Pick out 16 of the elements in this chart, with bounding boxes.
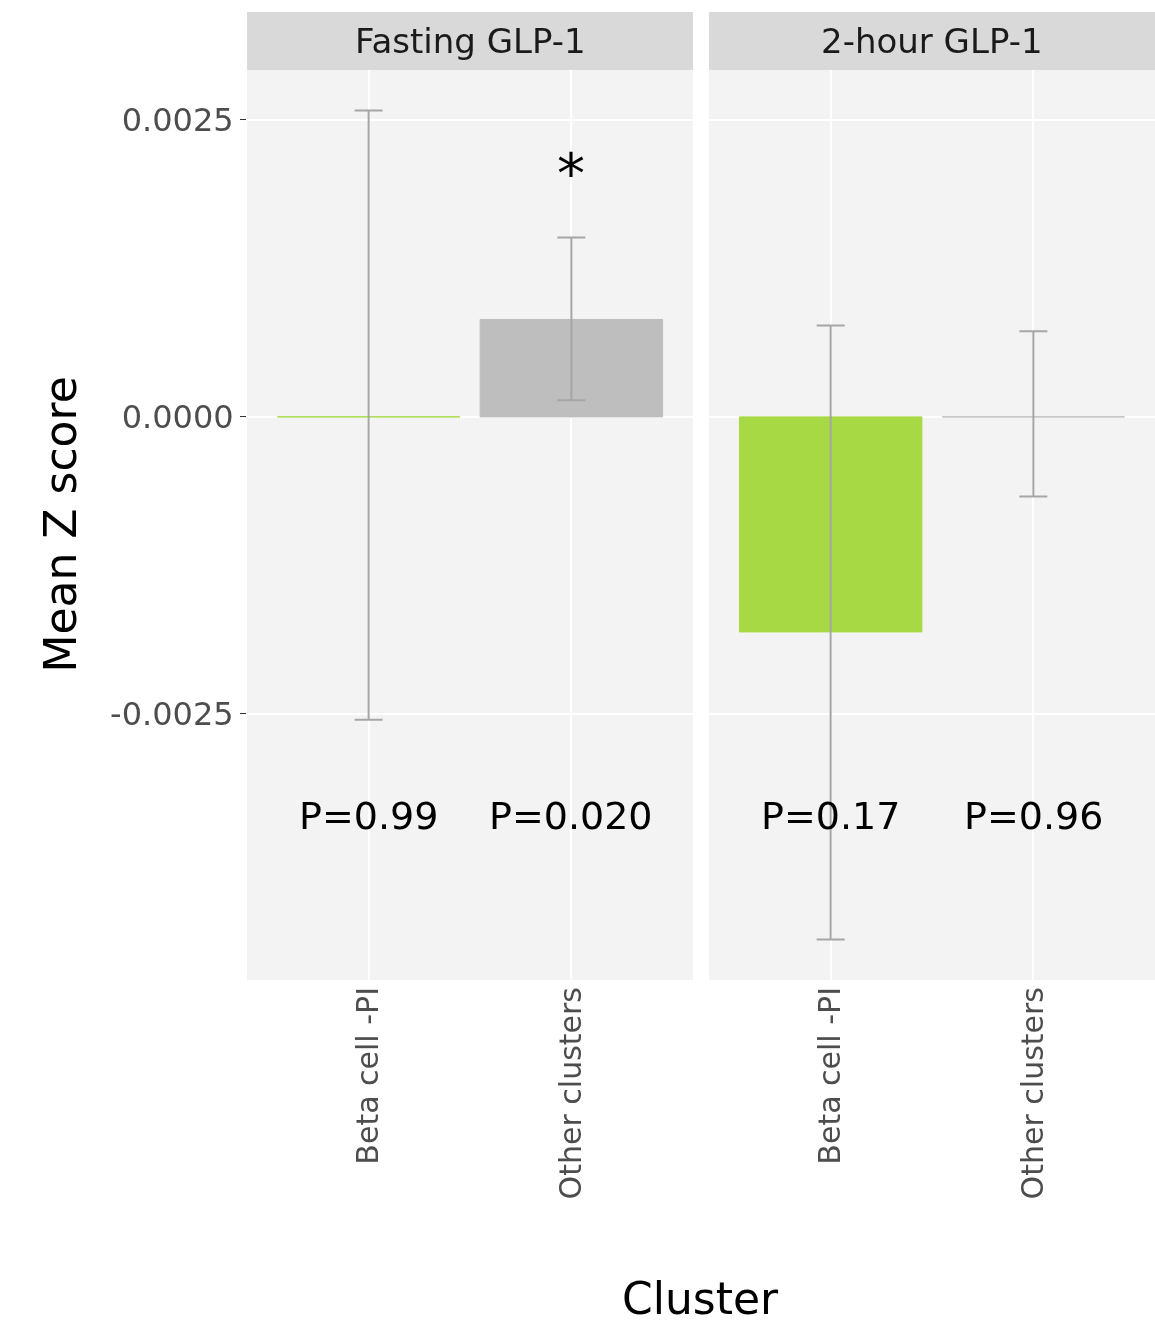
chart-title: Fasting GLP-1 bbox=[355, 21, 586, 61]
annotation: P=0.17 bbox=[761, 794, 901, 838]
y-tick-label: 0.0025 bbox=[121, 101, 234, 140]
annotation: * bbox=[557, 141, 585, 206]
x-tick-label: Beta cell -PI bbox=[350, 987, 386, 1165]
y-tick-label: -0.0025 bbox=[110, 695, 234, 734]
x-tick-label: Other clusters bbox=[1015, 987, 1051, 1200]
annotation: P=0.96 bbox=[964, 794, 1104, 838]
y-axis-title: Mean Z score bbox=[34, 376, 86, 673]
annotation: P=0.020 bbox=[489, 794, 653, 838]
x-tick-label: Beta cell -PI bbox=[812, 987, 848, 1165]
chart-title: 2-hour GLP-1 bbox=[821, 21, 1043, 61]
x-axis-title: Cluster bbox=[622, 1273, 780, 1320]
annotation: P=0.99 bbox=[299, 794, 439, 838]
y-tick-label: 0.0000 bbox=[121, 398, 234, 437]
x-tick-label: Other clusters bbox=[553, 987, 589, 1200]
